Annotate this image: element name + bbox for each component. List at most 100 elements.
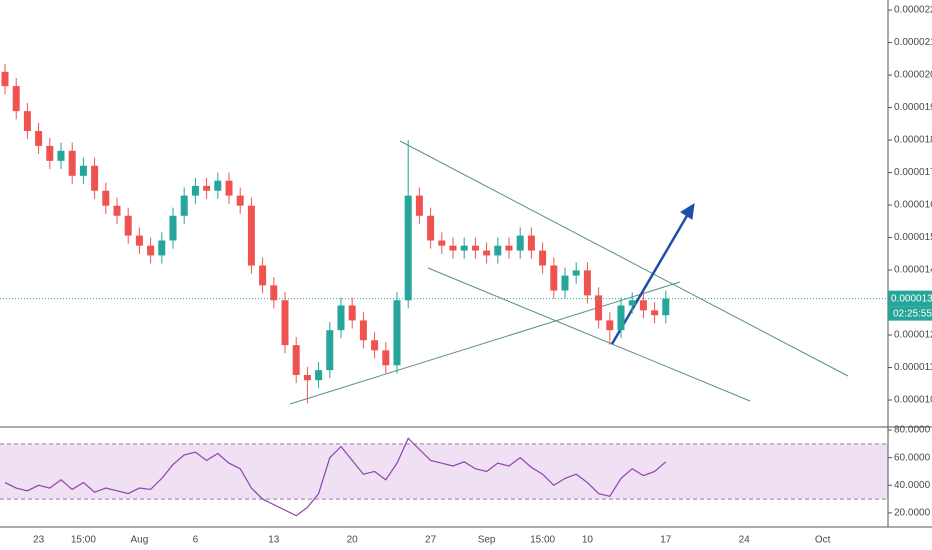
y-tick-label: 0.00001800	[894, 135, 932, 146]
candle-body	[438, 240, 446, 246]
arrow-head	[680, 203, 695, 220]
candle-body	[449, 245, 457, 251]
candle-body	[460, 245, 468, 251]
y-tick-label: 20.0000	[894, 508, 931, 519]
drawings	[289, 140, 849, 405]
y-tick-label: 0.00001200	[894, 330, 932, 341]
y-tick-label: 60.0000	[894, 452, 931, 463]
y-tick-label: 0.00001900	[894, 102, 932, 113]
candle-body	[539, 250, 547, 266]
y-tick-label: 0.00001000	[894, 395, 932, 406]
candle-body	[326, 330, 334, 371]
candle-body	[651, 310, 659, 316]
candle-body	[247, 205, 255, 266]
x-tick-label: 15:00	[71, 535, 96, 546]
x-tick-label: 27	[425, 535, 437, 546]
candle-body	[270, 285, 278, 301]
countdown-label: 02:25:55	[893, 308, 932, 319]
trendline	[399, 140, 849, 377]
x-tick-label: 20	[347, 535, 359, 546]
x-tick-label: 13	[268, 535, 280, 546]
candle-body	[236, 195, 244, 206]
candle-body	[359, 320, 367, 341]
candle-body	[471, 245, 479, 251]
candle-body	[527, 235, 535, 251]
rsi-band	[0, 443, 888, 500]
candle-body	[628, 300, 636, 306]
candle-body	[23, 111, 31, 131]
candle-body	[583, 270, 591, 296]
x-tick-label: Aug	[131, 535, 149, 546]
x-tick-label: 24	[739, 535, 751, 546]
candle-body	[35, 130, 43, 146]
y-tick-label: 0.00002100	[894, 37, 932, 48]
last-price-badge	[888, 290, 932, 307]
candle-body	[135, 235, 143, 246]
y-tick-label: 0.00001500	[894, 232, 932, 243]
candle-body	[113, 205, 121, 216]
candle-body	[203, 185, 211, 191]
candle-body	[57, 150, 65, 161]
candle-body	[214, 180, 222, 191]
trendline	[289, 281, 681, 405]
arrow	[610, 213, 690, 345]
candle-body	[415, 195, 423, 216]
y-tick-label: 0.00001100	[894, 362, 932, 373]
candle-body	[102, 190, 110, 206]
rsi-pane	[0, 443, 888, 500]
rsi-line	[4, 437, 667, 517]
x-tick-label: 6	[193, 535, 199, 546]
candle-body	[281, 300, 289, 346]
y-tick-label: 0.00002200	[894, 5, 932, 16]
candle-body	[348, 305, 356, 321]
candle-body	[147, 245, 155, 256]
candle-body	[606, 320, 614, 331]
candle-body	[404, 195, 412, 301]
candle-body	[12, 86, 20, 112]
x-tick-label: Sep	[478, 535, 496, 546]
candle-body	[561, 275, 569, 291]
y-tick-label: 0.00001400	[894, 265, 932, 276]
candle-body	[662, 298, 670, 316]
x-tick-label: Oct	[815, 535, 831, 546]
candle-body	[393, 300, 401, 366]
candle-body	[550, 265, 558, 291]
candle-body	[79, 165, 87, 176]
y-tick-label: 0.00002000	[894, 70, 932, 81]
candle-body	[225, 180, 233, 196]
x-tick-label: 17	[660, 535, 672, 546]
candle-body	[169, 215, 177, 241]
candle-body	[427, 215, 435, 241]
candle-body	[191, 185, 199, 196]
candle-body	[572, 270, 580, 276]
x-tick-label: 15:00	[530, 535, 555, 546]
y-tick-label: 40.0000	[894, 480, 931, 491]
last-price-label: 0.00001312	[891, 293, 932, 304]
candle-body	[382, 350, 390, 366]
trendline	[427, 267, 751, 402]
candle-body	[1, 71, 9, 87]
candle-body	[315, 370, 323, 381]
countdown-badge	[888, 306, 932, 321]
candle-body	[259, 265, 267, 286]
x-tick-label: 23	[33, 535, 45, 546]
y-tick-label: 0.00001700	[894, 167, 932, 178]
y-tick-label: 80.0000	[894, 425, 931, 436]
candle-body	[303, 375, 311, 381]
candle-body	[180, 195, 188, 216]
x-tick-label: 10	[582, 535, 594, 546]
candle-body	[516, 235, 524, 251]
candle-body	[595, 295, 603, 321]
candle-body	[483, 250, 491, 256]
candle-body	[68, 150, 76, 176]
candle-body	[371, 340, 379, 351]
candle-body	[46, 145, 54, 161]
candle-body	[292, 345, 300, 376]
candle-body	[494, 245, 502, 256]
candle-body	[639, 300, 647, 311]
y-tick-label: 0.00001600	[894, 200, 932, 211]
candle-body	[505, 245, 513, 251]
candle-body	[91, 165, 99, 191]
candle-body	[617, 305, 625, 331]
